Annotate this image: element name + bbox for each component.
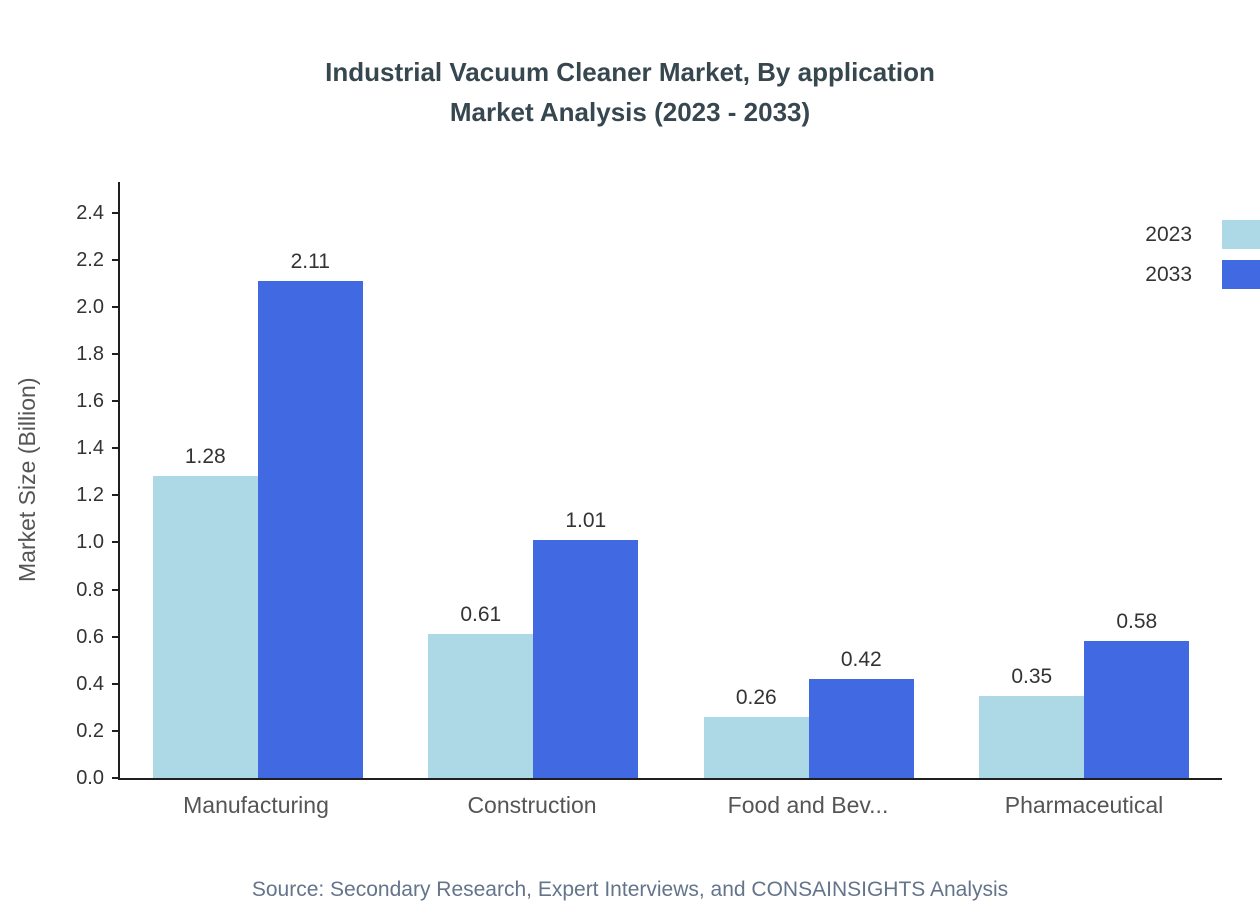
y-tick-mark xyxy=(112,258,120,261)
bar-value-label: 0.61 xyxy=(460,603,502,627)
y-tick-label: 2.4 xyxy=(76,201,104,224)
y-tick-mark xyxy=(112,541,120,544)
chart-title: Industrial Vacuum Cleaner Market, By app… xyxy=(0,52,1260,133)
y-axis-label: Market Size (Billion) xyxy=(14,377,40,583)
bar-2023-manufacturing xyxy=(152,476,258,778)
bar-group-pharmaceutical: 0.35 0.58 xyxy=(947,182,1223,778)
legend-item-2033: 2033 xyxy=(1145,260,1260,289)
y-tick-label: 2.2 xyxy=(76,248,104,271)
bar-2033-construction xyxy=(533,540,639,778)
bar-value-label: 0.26 xyxy=(735,685,777,709)
y-tick-label: 0.4 xyxy=(76,672,104,695)
legend-swatch xyxy=(1222,220,1260,249)
y-tick-label: 2.0 xyxy=(76,295,104,318)
bar-column: 0.61 xyxy=(428,182,534,778)
y-tick-label: 0.2 xyxy=(76,719,104,742)
bar-column: 0.35 xyxy=(979,182,1085,778)
category-label-food-and-bev: Food and Bev... xyxy=(727,792,889,818)
bar-2023-construction xyxy=(428,634,534,778)
bar-2023-food-and-bev xyxy=(703,716,809,778)
category-label-pharmaceutical: Pharmaceutical xyxy=(1004,792,1164,818)
y-tick-label: 1.4 xyxy=(76,437,104,460)
bar-group-food-and-bev: 0.26 0.42 xyxy=(671,182,947,778)
bar-column: 1.01 xyxy=(533,182,639,778)
bar-value-label: 2.11 xyxy=(290,249,330,273)
bar-column: 0.42 xyxy=(808,182,914,778)
bar-value-label: 1.01 xyxy=(565,509,607,533)
y-tick-mark xyxy=(112,305,120,308)
bar-value-label: 0.58 xyxy=(1116,610,1158,634)
source-text: Source: Secondary Research, Expert Inter… xyxy=(251,878,1009,901)
y-tick-label: 1.2 xyxy=(76,484,104,507)
y-tick-mark xyxy=(112,494,120,497)
x-axis-labels: Manufacturing Construction Food and Bev...… xyxy=(118,792,1222,819)
chart-title-line2: Market Analysis (2023 - 2033) xyxy=(449,97,811,128)
y-tick-mark xyxy=(112,777,120,779)
y-tick-mark xyxy=(112,211,120,214)
bar-value-label: 1.28 xyxy=(184,445,226,469)
legend: 2023 2033 xyxy=(1145,220,1260,289)
y-tick-label: 1.8 xyxy=(76,342,104,365)
y-tick-label: 1.0 xyxy=(76,531,104,554)
bar-column: 1.28 xyxy=(152,182,258,778)
bar-2033-manufacturing xyxy=(257,280,363,778)
bar-2033-food-and-bev xyxy=(808,679,914,778)
chart-title-line1: Industrial Vacuum Cleaner Market, By app… xyxy=(325,57,935,87)
y-tick-label: 0.6 xyxy=(76,625,104,648)
plot-area: 0.0 0.2 0.4 0.6 0.8 1.0 1.2 1.4 1.6 1.8 2.0 2.2 2.4 1… xyxy=(76,182,1222,788)
bar-column: 0.58 xyxy=(1084,182,1190,778)
y-tick-mark xyxy=(112,447,120,450)
bar-column: 2.11 xyxy=(257,182,363,778)
y-tick-mark xyxy=(112,400,120,403)
y-tick-mark xyxy=(112,729,120,732)
bar-2033-pharmaceutical xyxy=(1084,641,1190,778)
bar-column: 0.26 xyxy=(703,182,809,778)
category-label-construction: Construction xyxy=(467,792,597,818)
legend-swatch xyxy=(1222,260,1260,289)
y-tick-label: 0.8 xyxy=(76,578,104,601)
y-tick-mark xyxy=(112,352,120,355)
legend-item-2023: 2023 xyxy=(1145,220,1260,249)
bar-2023-pharmaceutical xyxy=(979,695,1085,778)
bar-group-manufacturing: 1.28 2.11 xyxy=(120,182,396,778)
category-label-manufacturing: Manufacturing xyxy=(183,792,329,818)
y-tick-label: 0.0 xyxy=(76,767,104,789)
bar-value-label: 0.42 xyxy=(840,648,882,672)
y-tick-label: 1.6 xyxy=(76,390,104,413)
y-tick-mark xyxy=(112,682,120,685)
y-tick-mark xyxy=(112,588,120,591)
bar-value-label: 0.35 xyxy=(1011,664,1053,688)
legend-label: 2033 xyxy=(1145,262,1192,286)
bar-group-construction: 0.61 1.01 xyxy=(396,182,672,778)
legend-label: 2023 xyxy=(1145,222,1192,246)
bars-layer: 1.28 2.11 0.61 1.01 0.26 0.42 0.35 0.58 xyxy=(120,182,1222,778)
y-tick-mark xyxy=(112,635,120,638)
